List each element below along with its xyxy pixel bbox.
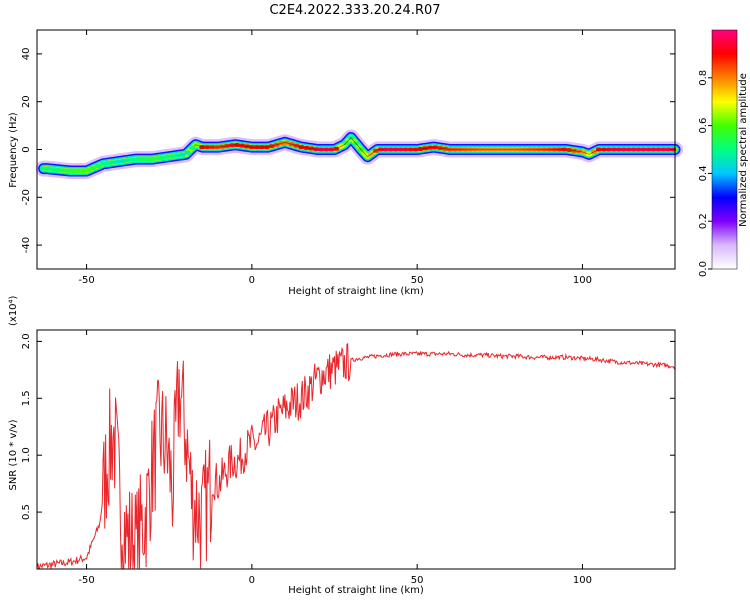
colorbar-ticks: 0.0 0.2 0.4 0.6 0.8 (698, 70, 712, 277)
ridge-cell (55, 167, 62, 172)
spectrogram-x-ticks: -50 0 50 100 (78, 30, 592, 286)
y-tick-label: 1.0 (21, 447, 32, 463)
spectrogram-x-axis-label: Height of straight line (km) (288, 286, 424, 297)
x-tick-label: -50 (78, 275, 94, 286)
colorbar: 0.0 0.2 0.4 0.6 0.8 Normalized spectral ampl… (698, 29, 749, 277)
x-tick-label: 100 (573, 575, 592, 586)
snr-y-axis-label: SNR (10 * v/v) (8, 419, 19, 490)
snr-frame (36, 329, 676, 570)
spectrogram-marks (35, 129, 683, 179)
figure-title: C2E4.2022.333.20.24.R07 (269, 3, 440, 18)
ridge-cell (164, 154, 171, 159)
x-tick-label: -50 (78, 575, 94, 586)
y-tick-label: 0.5 (21, 504, 32, 520)
colorbar-tick-label: 0.0 (698, 261, 709, 277)
ridge-cell (85, 168, 92, 173)
ridge-cell (124, 158, 131, 163)
colorbar-tick-label: 0.2 (698, 213, 709, 229)
ridge-cell (70, 169, 77, 174)
ridge-cell (95, 163, 102, 168)
colorbar-tick-label: 0.6 (698, 118, 709, 134)
snr-x-axis-label: Height of straight line (km) (288, 585, 424, 596)
x-tick-label: 0 (249, 575, 255, 586)
colorbar-tick-label: 0.4 (698, 165, 709, 181)
ridge-cell (40, 166, 47, 171)
snr-plot-area (37, 330, 675, 569)
y-tick-label: 20 (21, 95, 32, 108)
ridge-cell (174, 153, 181, 158)
ridge-cell (144, 157, 151, 162)
ridge-cell (154, 156, 161, 161)
ridge-cell (100, 161, 107, 166)
x-tick-label: 0 (249, 275, 255, 286)
y-tick-label: 0 (21, 146, 32, 152)
colorbar-label: Normalized spectral amplitude (738, 73, 749, 227)
snr-y-multiplier: (x10⁴) (8, 295, 19, 326)
spectrogram-y-axis-label: Frequency (Hz) (8, 112, 19, 188)
ridge-cell (119, 158, 126, 163)
ridge-cell (179, 152, 186, 157)
ridge-cell (149, 157, 156, 162)
ridge-cell (75, 169, 82, 174)
y-tick-label: 40 (21, 48, 32, 61)
ridge-cell (184, 150, 191, 155)
ridge-cell (45, 166, 52, 171)
ridge-cell (169, 154, 176, 159)
ridge-cell (60, 168, 67, 173)
ridge-cell (65, 168, 72, 173)
ridge-cell (139, 157, 146, 162)
ridge-cell (134, 157, 141, 162)
y-tick-label: -20 (21, 189, 32, 205)
ridge-cell (114, 159, 121, 164)
ridge-cell (80, 169, 87, 174)
snr-x-ticks: -50 0 50 100 (78, 330, 592, 586)
ridge-cell (90, 166, 97, 171)
ridge-cell (159, 155, 166, 160)
ridge-cell (129, 157, 136, 162)
snr-series-line (37, 342, 675, 569)
colorbar-tick-label: 0.8 (698, 70, 709, 86)
ridge-cell (50, 167, 57, 172)
y-tick-label: -40 (21, 237, 32, 253)
x-tick-label: 50 (411, 275, 424, 286)
ridge-cell (189, 145, 196, 150)
snr-panel: -50 0 50 100 0.5 1.0 1.5 2.0 Height of straigh… (8, 295, 676, 596)
ridge-cell (105, 161, 112, 166)
snr-y-ticks: 0.5 1.0 1.5 2.0 (21, 333, 675, 520)
x-tick-label: 100 (573, 275, 592, 286)
colorbar-gradient-bar (711, 29, 738, 270)
ridge-cell (110, 160, 117, 165)
y-tick-label: 1.5 (21, 390, 32, 406)
spectrogram-panel: -50 0 50 100 -40 -20 0 20 40 Height of straight… (8, 29, 683, 297)
y-tick-label: 2.0 (21, 333, 32, 349)
x-tick-label: 50 (411, 575, 424, 586)
ridge-center-line (193, 137, 675, 158)
spectrogram-y-ticks: -40 -20 0 20 40 (21, 48, 675, 253)
